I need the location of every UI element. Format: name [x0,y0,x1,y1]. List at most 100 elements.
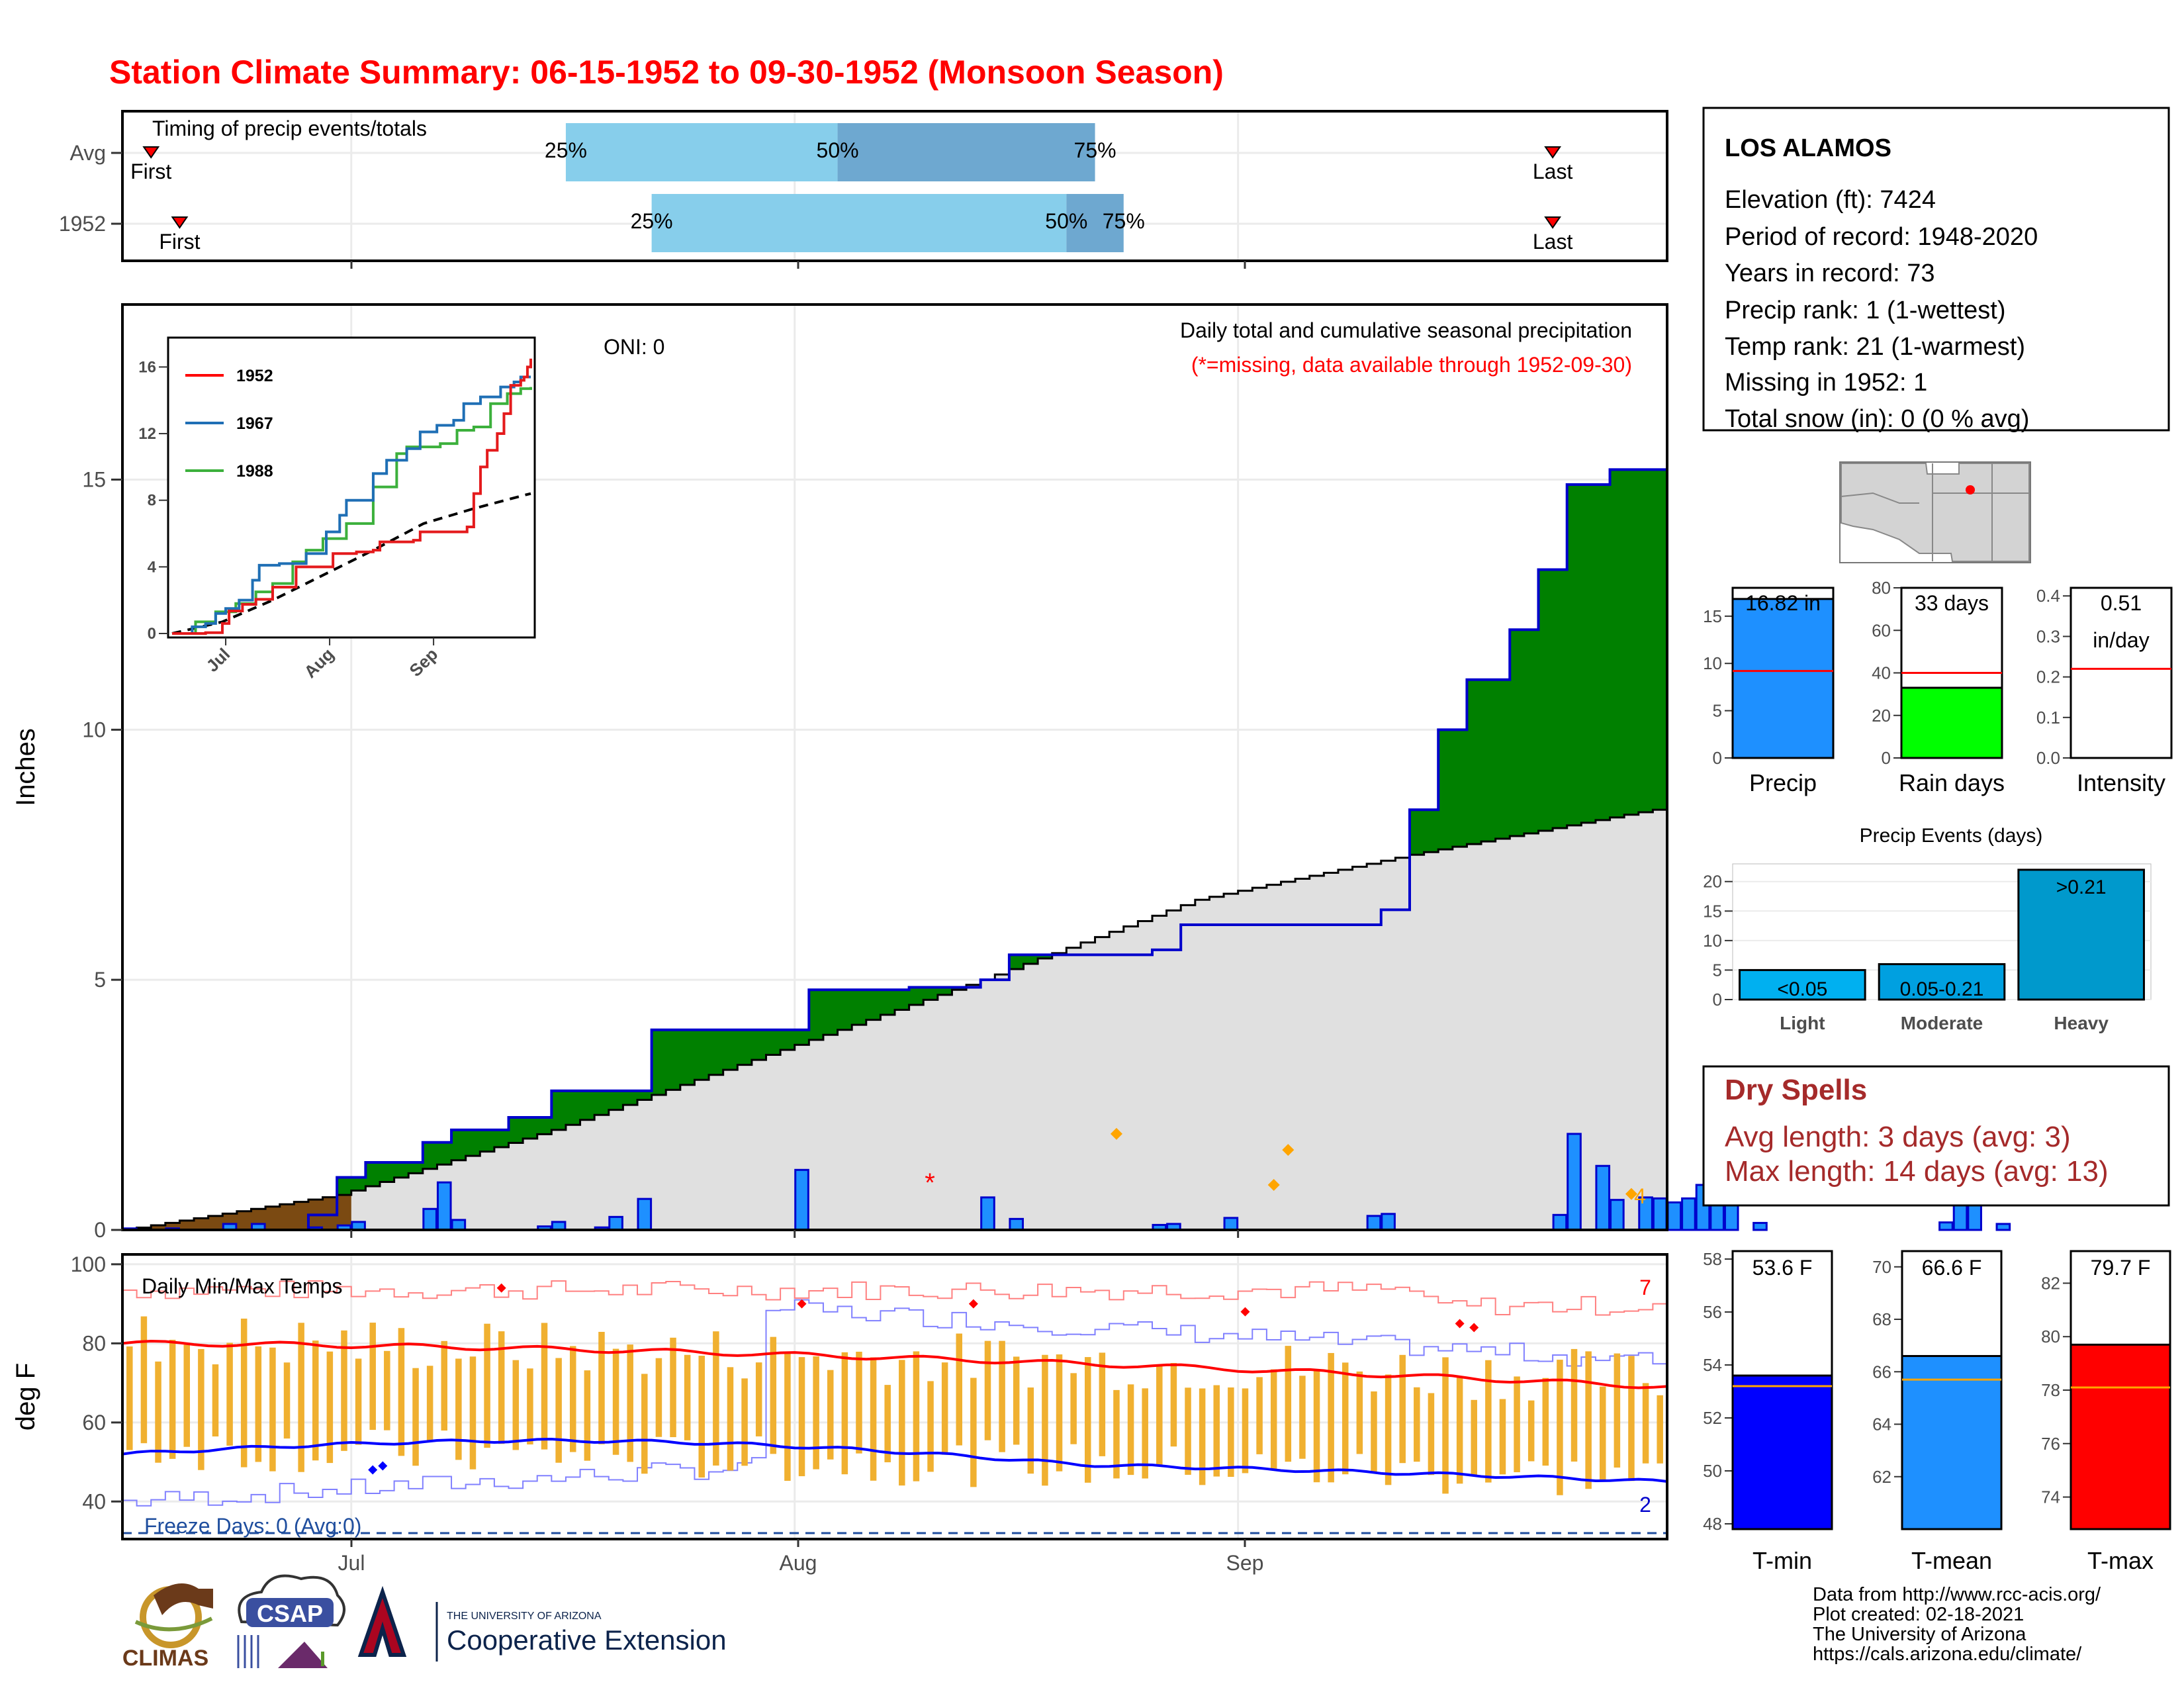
daily-temp-bar [784,1352,791,1481]
daily-temp-bar [326,1351,334,1464]
inset-ytick-label: 4 [148,558,157,576]
record-min-line [122,1299,1667,1507]
x-tick-sep: Sep [1226,1551,1264,1575]
credit-university: The University of Arizona [1813,1624,2026,1645]
summary-bar [1900,686,2003,759]
daily-precip-bar [1552,1213,1568,1231]
temp-summary-value: 66.6 F [1922,1256,1982,1280]
station-line-years: Years in record: 73 [1725,259,1935,287]
record-low-marker [378,1461,388,1471]
temp-summary-ytick-label: 78 [2041,1380,2060,1400]
daily-precip-bar [1995,1223,2011,1231]
daily-temp-bar [884,1385,891,1463]
record-max-line [122,1280,1667,1316]
summary-bar-label: Precip [1749,769,1817,796]
temp-ytick-label: 80 [82,1331,106,1355]
summary-bar-label: Intensity [2077,769,2165,796]
precip-ytick-label: 10 [82,718,106,741]
temp-ytick-label: 100 [71,1252,106,1276]
daily-temp-bar [341,1330,347,1451]
summary-ytick-label: 40 [1872,663,1891,683]
extreme-count: 4 [1634,1184,1646,1208]
events-category-label: Moderate [1901,1013,1983,1033]
temp-summary-bar [1901,1354,2003,1530]
daily-temp-bar [641,1374,648,1474]
daily-temp-bar [913,1351,920,1481]
daily-temp-bar [441,1340,448,1431]
daily-precip-bar [1567,1133,1582,1231]
daily-temp-bar [1399,1354,1406,1464]
daily-temp-bar [1285,1346,1292,1462]
daily-temp-bar [283,1362,291,1439]
record-high-marker [1455,1319,1465,1329]
temp-summary-value: 79.7 F [2091,1256,2151,1280]
temp-summary-ytick-label: 52 [1703,1408,1722,1428]
daily-temp-bar [1113,1389,1120,1479]
temp-panel-label: Daily Min/Max Temps [142,1274,342,1298]
timing-last-label: Last [1533,160,1573,183]
daily-temp-bar [1442,1357,1449,1494]
timing-label-75: 75% [1103,209,1145,233]
dry-spells-title: Dry Spells [1725,1074,1867,1106]
daily-precip-bar [436,1181,452,1231]
daily-temp-bar [1499,1399,1506,1475]
events-bar [2017,868,2145,1001]
daily-temp-bar [1013,1356,1020,1445]
daily-temp-bar [870,1357,877,1481]
daily-temp-bar [1056,1354,1063,1472]
timing-last-label: Last [1533,230,1573,254]
station-line-period: Period of record: 1948-2020 [1725,223,2038,251]
events-bar-label: 0.05-0.21 [1900,978,1984,1000]
daily-temp-bar [1471,1399,1478,1476]
freeze-days-label: Freeze Days: 0 (Avg:0) [144,1514,361,1538]
inset-ytick-label: 12 [138,425,156,443]
daily-temp-bar [798,1357,805,1477]
daily-precip-bar [1610,1199,1625,1231]
daily-temp-bar [1127,1384,1134,1476]
missing-note: (*=missing, data available through 1952-… [1191,353,1632,377]
daily-temp-bar [369,1323,376,1430]
events-category-label: Light [1780,1013,1825,1033]
summary-value-text: 0.51 [2101,591,2142,615]
ua-logo-big-text: Cooperative Extension [447,1624,727,1656]
page-title: Station Climate Summary: 06-15-1952 to 0… [109,54,1224,91]
daily-precip-bar [1681,1197,1696,1231]
summary-bar [1731,598,1835,759]
temp-ytick-label: 60 [82,1411,106,1434]
daily-temp-bar [1570,1348,1578,1462]
timing-bar-25-50 [651,194,1067,252]
precip-panel: 0 5 10 15 Inches ONI: 0 Daily total and cum… [11,303,2011,1242]
daily-temp-bar [212,1364,219,1436]
daily-temp-bar [1099,1352,1106,1456]
inset-average-line [171,492,531,635]
daily-temp-bar [1485,1360,1492,1483]
temp-summary-ytick-label: 80 [2041,1327,2060,1346]
events-category-label: Heavy [2054,1013,2109,1033]
credit-data-source: Data from http://www.rcc-acis.org/ [1813,1584,2101,1605]
temp-summary-ytick-label: 48 [1703,1514,1722,1534]
daily-precip-bar [1938,1221,1954,1231]
record-low-marker [368,1465,378,1475]
daily-temp-bar [1213,1385,1220,1477]
station-location-marker [1966,485,1975,494]
daily-temp-bar [1414,1387,1420,1462]
daily-precip-bar [980,1196,995,1231]
temp-summary-bar [2070,1343,2171,1530]
station-line-snow: Total snow (in): 0 (0 % avg) [1725,405,2029,433]
daily-temp-bar [1428,1393,1435,1476]
timing-row-1952-label: 1952 [59,212,106,236]
daily-temp-bar [970,1378,977,1487]
daily-temp-bar [612,1348,619,1455]
daily-temp-bar [1142,1388,1148,1479]
inset-series-1952 [172,358,532,635]
daily-temp-bar [1585,1351,1592,1489]
credit-plot-created: Plot created: 02-18-2021 [1813,1604,2024,1625]
credit-url: https://cals.arizona.edu/climate/ [1813,1644,2082,1665]
ua-logo: THE UNIVERSITY OF ARIZONA Cooperative Ex… [357,1585,727,1662]
average-cumulative-area [122,810,1667,1230]
station-info-box: LOS ALAMOS Elevation (ft): 7424 Period o… [1702,107,2170,433]
daily-temp-bar [684,1354,691,1440]
dry-spells-max: Max length: 14 days (avg: 13) [1725,1155,2109,1188]
daily-temp-bar [813,1356,819,1470]
